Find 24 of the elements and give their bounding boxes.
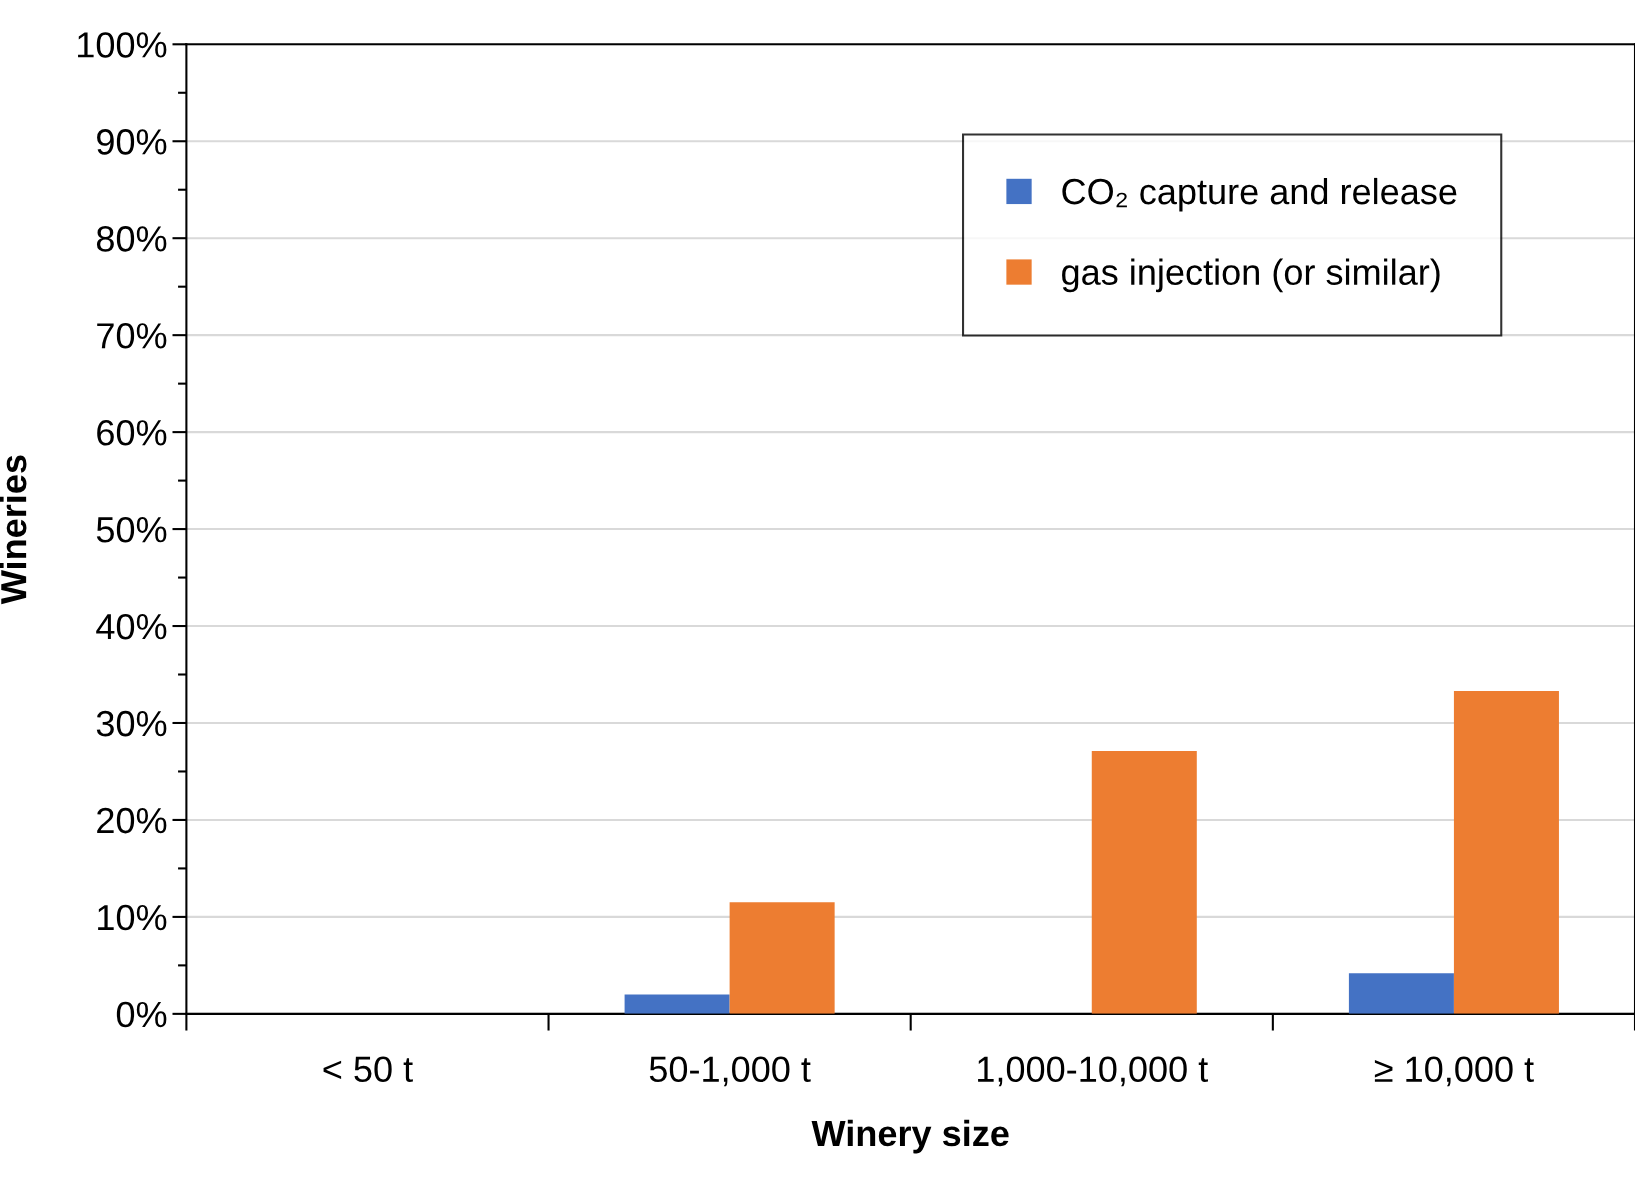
y-tick-label: 90% xyxy=(97,129,167,155)
legend-label: gas injection (or similar) xyxy=(1062,258,1440,293)
y-tick-label: 30% xyxy=(96,710,167,737)
y-tick-label: 60% xyxy=(97,419,167,446)
y-tick-label: 20% xyxy=(97,807,167,834)
legend-label: CO₂ capture and release xyxy=(1062,177,1457,212)
x-tick-label: 50-1,000 t xyxy=(649,1056,811,1087)
x-axis-title: Winery size xyxy=(811,1119,1009,1154)
bar xyxy=(1091,751,1197,1014)
y-tick-label: 70% xyxy=(97,323,167,349)
y-tick-label: 0% xyxy=(116,1001,167,1028)
y-tick-label: 80% xyxy=(96,226,167,252)
x-tick-label: 1,000-10,000 t xyxy=(978,1056,1208,1087)
x-tick-label: < 50 t xyxy=(323,1056,413,1083)
bar xyxy=(729,902,835,1014)
y-axis-title: Wineries xyxy=(0,455,27,605)
y-tick-label: 100% xyxy=(78,32,167,58)
bar xyxy=(1348,973,1454,1014)
x-tick-label: ≥ 10,000 t xyxy=(1374,1056,1534,1087)
y-tick-label: 10% xyxy=(98,904,167,931)
y-tick-label: 50% xyxy=(96,516,167,543)
bar xyxy=(624,994,730,1014)
bar xyxy=(1453,690,1559,1014)
y-tick-label: 40% xyxy=(96,613,167,640)
